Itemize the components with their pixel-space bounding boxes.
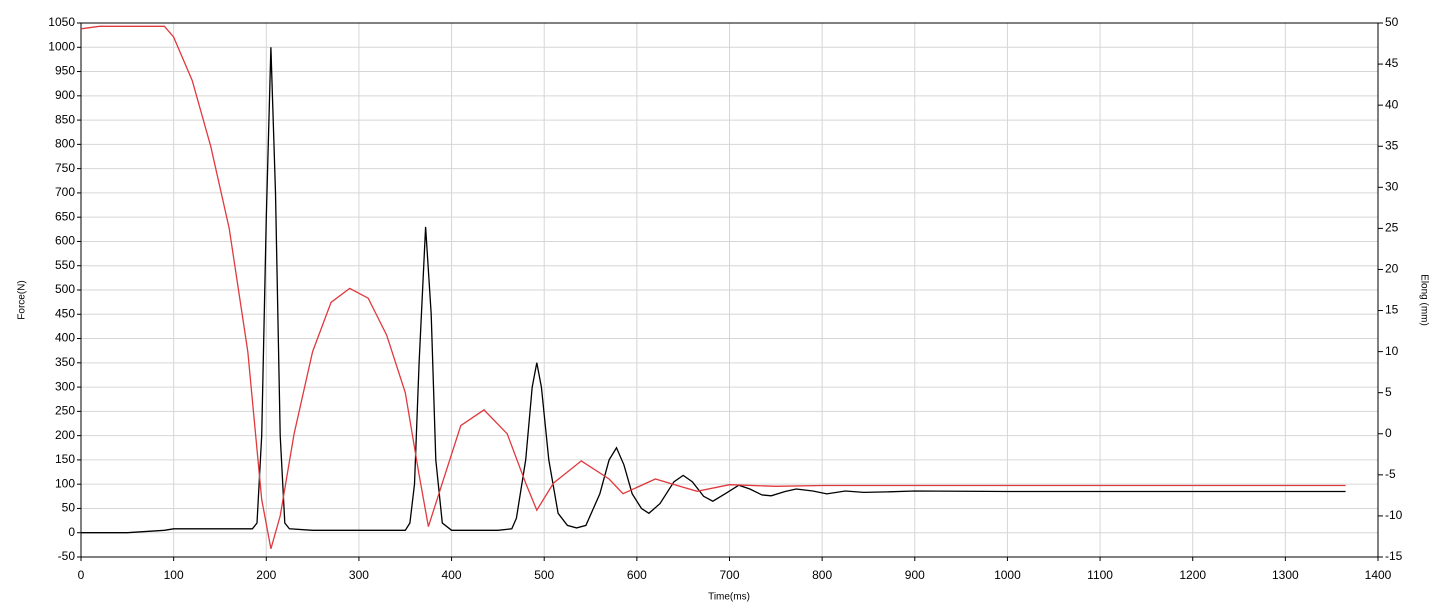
data-line (81, 47, 1346, 534)
plot-frame (80, 22, 1379, 558)
y2-tick-label: 35 (1385, 138, 1399, 152)
y-tick-label: 950 (55, 64, 75, 78)
y2-tick-label: 10 (1385, 344, 1399, 358)
x-tick-label: 400 (442, 568, 462, 582)
x-tick-label: 900 (905, 568, 925, 582)
y2-tick-label: 0 (1385, 426, 1392, 440)
x-tick-label: 1200 (1179, 568, 1206, 582)
y-tick-label: 500 (55, 282, 75, 296)
y-tick-label: 200 (55, 428, 75, 442)
y2-tick-label: 40 (1385, 97, 1399, 111)
y-tick-label: 600 (55, 234, 75, 248)
y2-tick-label: 30 (1385, 179, 1399, 193)
x-tick-label: 600 (627, 568, 647, 582)
y2-tick-label: 50 (1385, 15, 1399, 29)
x-tick-label: 1300 (1272, 568, 1299, 582)
x-tick-label: 1400 (1365, 568, 1392, 582)
y-tick-label: 800 (55, 137, 75, 151)
y-tick-label: 700 (55, 185, 75, 199)
y-tick-label: 900 (55, 88, 75, 102)
y-tick-label: 550 (55, 258, 75, 272)
x-tick-label: 200 (256, 568, 276, 582)
x-tick-label: 500 (534, 568, 554, 582)
y2-tick-label: 15 (1385, 303, 1399, 317)
y-tick-label: -50 (58, 549, 76, 563)
x-tick-label: 100 (164, 568, 184, 582)
y-tick-label: 1050 (48, 15, 75, 29)
y2-tick-label: 45 (1385, 56, 1399, 70)
y-tick-label: 150 (55, 452, 75, 466)
y-tick-label: 450 (55, 306, 75, 320)
y2-tick-label: -5 (1385, 467, 1396, 481)
y-tick-label: 350 (55, 355, 75, 369)
y2-tick-label: -10 (1385, 508, 1403, 522)
x-tick-label: 1100 (1087, 568, 1113, 582)
y-tick-label: 750 (55, 161, 75, 175)
y-tick-label: 300 (55, 379, 75, 393)
y-tick-label: 250 (55, 404, 75, 418)
y2-tick-label: 25 (1385, 221, 1399, 235)
y-tick-label: 0 (68, 525, 75, 539)
y2-tick-label: -15 (1385, 549, 1403, 563)
y-tick-label: 650 (55, 209, 75, 223)
x-tick-label: 1000 (994, 568, 1021, 582)
y-axis-label: Force(N) (17, 280, 28, 319)
x-tick-label: 300 (349, 568, 369, 582)
x-tick-label: 0 (78, 568, 85, 582)
data-line (80, 25, 1346, 549)
x-axis-label: Time(ms) (708, 592, 750, 603)
x-tick-label: 700 (719, 568, 739, 582)
y2-axis-label: Elong (mm) (1418, 274, 1429, 326)
y2-tick-label: 20 (1385, 262, 1399, 276)
y-tick-label: 50 (62, 501, 76, 515)
y-tick-label: 400 (55, 331, 75, 345)
y-tick-label: 850 (55, 112, 75, 126)
y-tick-label: 1000 (48, 39, 75, 53)
y-tick-label: 100 (55, 476, 75, 490)
y2-tick-label: 5 (1385, 385, 1392, 399)
x-tick-label: 800 (812, 568, 832, 582)
